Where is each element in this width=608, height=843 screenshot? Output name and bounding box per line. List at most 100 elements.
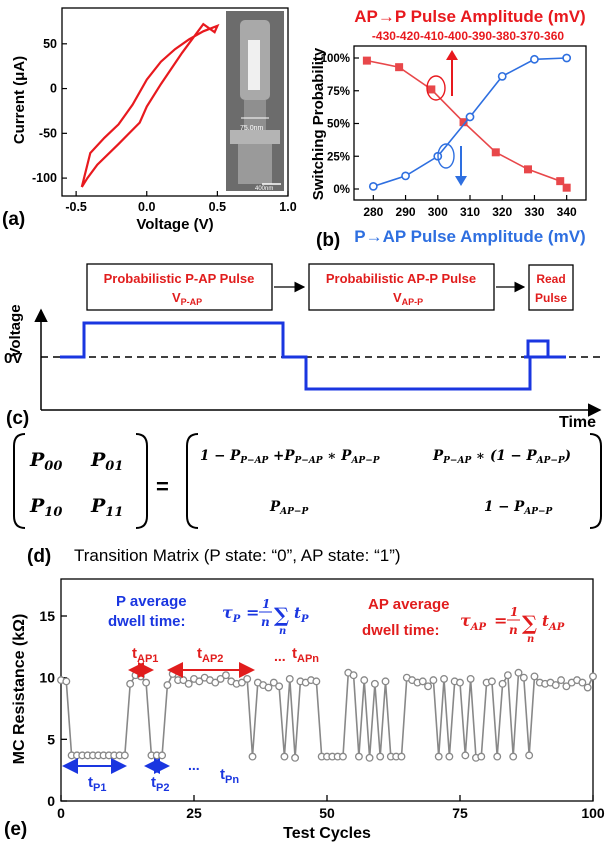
resistance-point [519, 673, 528, 682]
b-xtick-label: 310 [460, 205, 480, 219]
resistance-point [237, 678, 246, 687]
e-ytick-label: 0 [47, 793, 55, 809]
b-xtick-label: 330 [524, 205, 544, 219]
b-ytick-label: 50% [327, 119, 350, 131]
p-ap-point [368, 181, 378, 191]
tau-ap-den: n [509, 623, 518, 637]
p01: P01 [90, 449, 123, 474]
e-xtick-label: 50 [319, 805, 335, 821]
tap1-t: t [132, 645, 137, 662]
panel-a-ylabel: Current (μA) [11, 56, 28, 144]
p01-letter: P [90, 449, 106, 471]
box-p-ap-title: Probabilistic P-AP Pulse [104, 271, 255, 286]
tp2-label: tP2 [151, 774, 169, 794]
tp1-sub: P1 [93, 782, 106, 794]
tap2-t: t [197, 645, 202, 662]
rhs-r2c1-sub: AP−P [279, 507, 308, 517]
resistance-point [525, 751, 534, 760]
resistance-point [530, 672, 539, 681]
panel-b-top-ticks: -430-420-410-400-390-380-370-360 [372, 29, 564, 43]
resistance-point [583, 683, 592, 692]
resistance-point [418, 677, 427, 686]
p-ap-point [401, 171, 410, 181]
zero-volt-label: 0V [4, 350, 22, 367]
rhs-r1c1-a: 1 − P [200, 448, 241, 464]
p-ap-point [562, 53, 572, 63]
read-pulse-waveform [524, 339, 566, 359]
panel-c: Probabilistic P-AP Pulse VP-AP Probabili… [4, 263, 602, 431]
tp-ellipsis: ... [188, 757, 200, 773]
panel-d: P00 P01 P10 P11 = 1 − PP−AP +PP−AP ∗ PAP… [13, 433, 602, 567]
panel-a-xlabel: Voltage (V) [136, 216, 213, 233]
ap-p-highlight-ellipse [426, 75, 446, 101]
tau-p-eq: = [246, 603, 259, 622]
b-ytick-label: 100% [321, 53, 350, 65]
sem-neck [244, 100, 266, 130]
box-p-ap-subscript: P-AP [181, 297, 203, 307]
tapn-label: tAPn [292, 645, 319, 665]
rhs-r1c1-b: +P [268, 448, 295, 464]
tau-p-sub: P [232, 614, 241, 625]
resistance-point [514, 668, 523, 677]
resistance-point [477, 752, 486, 761]
tp1-t: t [88, 774, 93, 791]
resistance-point [589, 672, 597, 681]
p11-letter: P [90, 495, 106, 517]
resistance-point [429, 676, 438, 685]
resistance-point [163, 681, 172, 690]
box-ap-p-symbol: VAP-P [393, 290, 423, 307]
e-ytick-label: 15 [39, 608, 55, 624]
panel-b-ticks: 280 290 300 310 320 330 340 100% 75% 50% 25% 0% [321, 53, 577, 219]
tau-ap: τAP [460, 611, 487, 633]
resistance-point [168, 670, 177, 678]
panel-d-caption: Transition Matrix (P state: “0”, AP stat… [74, 546, 401, 565]
tp2-t: t [151, 774, 156, 791]
ap-average-label-2: dwell time: [362, 622, 440, 639]
box-ap-p-title: Probabilistic AP-P Pulse [326, 271, 476, 286]
box-ap-p-pulse [308, 263, 495, 311]
resistance-point [562, 682, 571, 691]
sem-dimension-label: 75.0nm [240, 125, 264, 132]
a-xtick-label: 1.0 [279, 200, 296, 214]
up-arrow-head [446, 50, 458, 60]
a-xtick-label: 0.0 [138, 200, 155, 214]
tap2-sub: AP2 [202, 653, 223, 665]
p10: P10 [29, 495, 62, 520]
rhs-r2c1-a: P [269, 499, 281, 515]
resistance-point [269, 678, 278, 687]
p11-sub: 11 [105, 505, 123, 520]
b-xtick-label: 340 [557, 205, 577, 219]
ap-average-label-1: AP average [368, 596, 449, 613]
resistance-point [126, 679, 135, 688]
resistance-point [456, 678, 464, 687]
tp1-label: tP1 [88, 774, 106, 794]
p11: P11 [90, 495, 123, 520]
lhs-left-bracket [13, 433, 26, 529]
resistance-point [466, 674, 475, 683]
tpn-sub: Pn [225, 774, 239, 786]
resistance-point [339, 752, 347, 761]
resistance-point [136, 672, 145, 681]
resistance-point [280, 752, 289, 761]
a-ytick-label: 50 [43, 37, 57, 51]
panel-c-label: (c) [6, 408, 29, 429]
rhs-r1c1-sub1: P−AP [239, 456, 268, 466]
tpn-t: t [220, 766, 225, 783]
lhs-right-bracket [135, 433, 148, 529]
resistance-point [397, 752, 406, 761]
tapn-t: t [292, 645, 297, 662]
sem-junction [230, 130, 280, 144]
rhs-r1c1-sub3: AP−P [350, 456, 379, 466]
b-ytick-label: 25% [327, 151, 350, 163]
rhs-r1c1-sub2: P−AP [294, 456, 323, 466]
panel-c-xlabel: Time [559, 414, 596, 431]
a-ytick-label: -50 [39, 126, 57, 140]
tpn-label: tPn [220, 766, 239, 786]
resistance-point [461, 751, 470, 760]
resistance-point [381, 677, 390, 686]
panel-b-top-title: AP→P Pulse Amplitude (mV) [354, 7, 585, 26]
panel-b: AP→P Pulse Amplitude (mV) -430-420-410-4… [310, 7, 587, 251]
ap-p-point [491, 148, 500, 157]
resistance-point [264, 683, 273, 692]
